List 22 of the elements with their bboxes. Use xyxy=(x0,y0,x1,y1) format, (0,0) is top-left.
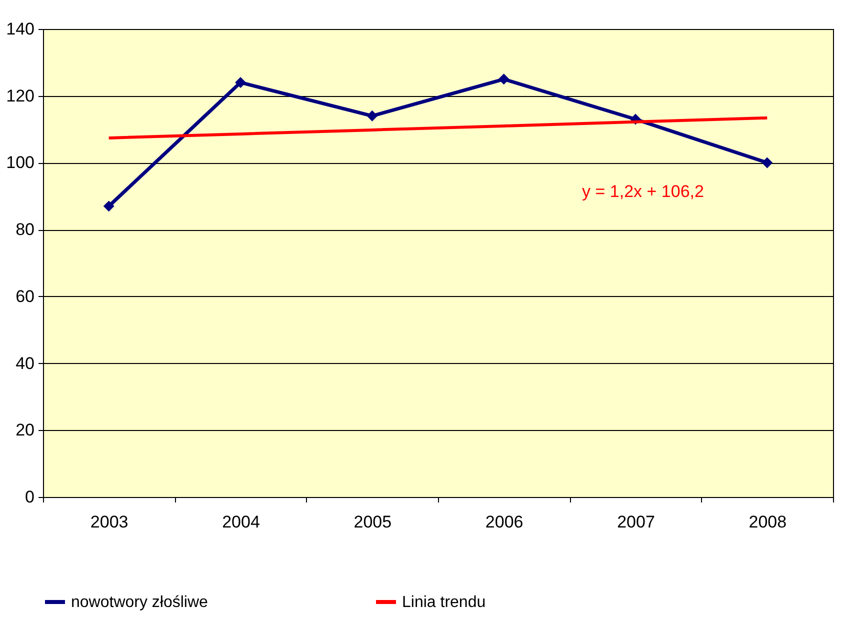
point xyxy=(235,77,246,88)
y-tick-label: 60 xyxy=(16,286,34,306)
y-tick-label: 20 xyxy=(16,420,34,440)
y-tick-label: 120 xyxy=(6,86,34,106)
point xyxy=(103,200,114,212)
y-tick-label: 140 xyxy=(6,20,34,38)
annotation: y = 1,2x + 106,2 xyxy=(582,182,704,201)
point xyxy=(498,74,510,85)
point xyxy=(762,157,773,168)
y-tick-label: 100 xyxy=(6,153,34,172)
y-tick-label: 80 xyxy=(16,220,34,240)
y-tick-label: 40 xyxy=(16,354,34,373)
x-tick-label: 2004 xyxy=(222,512,260,532)
x-tick-label: 2007 xyxy=(617,512,655,532)
y-tick-label: 0 xyxy=(25,488,34,506)
legend-label: Linia trendu xyxy=(402,594,486,611)
x-tick-label: 2008 xyxy=(748,512,787,532)
x-tick-label: 2006 xyxy=(485,512,524,532)
x-tick-label: 2003 xyxy=(90,512,128,532)
legend-label: nowotwory złośliwe xyxy=(71,594,208,611)
point xyxy=(366,110,378,122)
x-tick-label: 2005 xyxy=(354,512,392,532)
